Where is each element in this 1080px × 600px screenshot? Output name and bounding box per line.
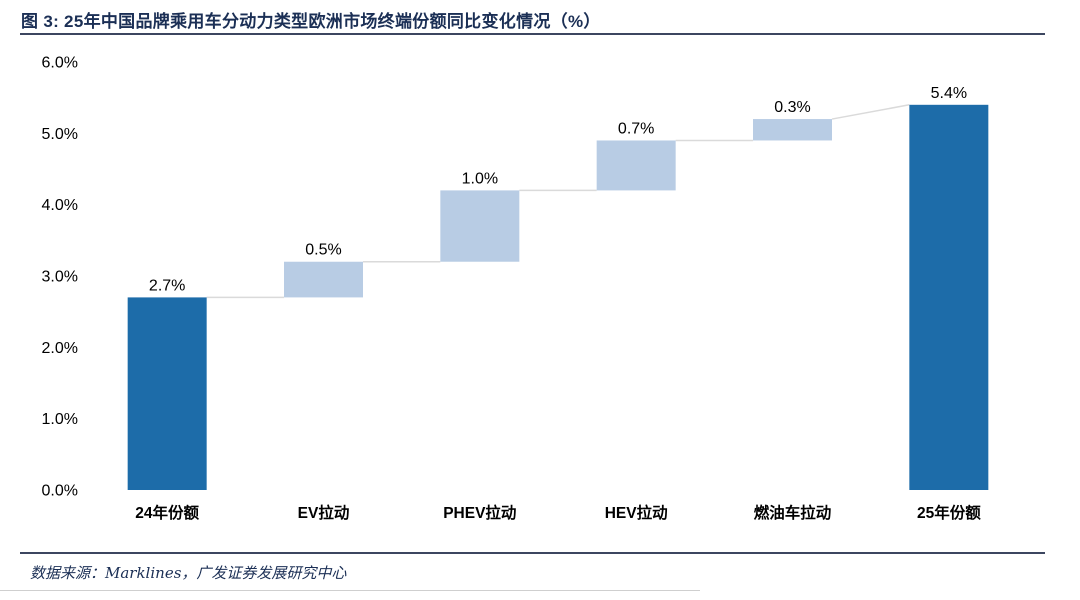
waterfall-bar-24年份额 bbox=[127, 297, 207, 490]
waterfall-chart: 6.0% 5.0% 4.0% 3.0% 2.0% 1.0% 0.0% 2.7% 24年份额 0.5… bbox=[42, 55, 989, 522]
bar-value-label: 2.7% bbox=[149, 277, 185, 294]
chart-title: 图 3: 25年中国品牌乘用车分动力类型欧洲市场终端份额同比变化情况（%） bbox=[21, 12, 601, 31]
waterfall-bar-燃油车拉动 bbox=[753, 119, 832, 141]
waterfall-bar-25年份额 bbox=[909, 104, 989, 491]
bar-value-label: 0.5% bbox=[305, 242, 341, 259]
bar-value-label: 5.4% bbox=[931, 85, 967, 102]
source-divider bbox=[20, 552, 1045, 554]
data-source-text: 数据来源：Marklines，广发证券发展研究中心 bbox=[30, 564, 347, 582]
title-divider bbox=[20, 33, 1045, 35]
x-axis-category-label: PHEV拉动 bbox=[443, 503, 516, 522]
x-axis-category-label: 25年份额 bbox=[917, 503, 981, 522]
x-axis-category-label: 燃油车拉动 bbox=[754, 503, 832, 522]
y-axis-tick-label: 2.0% bbox=[42, 340, 78, 357]
bar-value-label: 0.3% bbox=[774, 99, 810, 116]
bar-value-label: 1.0% bbox=[462, 170, 498, 187]
y-axis-tick-label: 1.0% bbox=[42, 411, 78, 428]
y-axis-tick-label: 3.0% bbox=[42, 269, 78, 286]
y-axis-tick-label: 0.0% bbox=[42, 483, 78, 500]
y-axis-tick-label: 5.0% bbox=[42, 126, 78, 143]
waterfall-bar-HEV拉动 bbox=[596, 140, 676, 191]
x-axis-category-label: 24年份额 bbox=[135, 503, 199, 522]
x-axis-category-label: EV拉动 bbox=[298, 503, 350, 522]
waterfall-bar-EV拉动 bbox=[284, 261, 363, 298]
y-axis-tick-label: 6.0% bbox=[42, 55, 78, 72]
waterfall-connector-line bbox=[831, 104, 910, 120]
waterfall-bar-PHEV拉动 bbox=[440, 190, 520, 262]
page-bottom-line bbox=[0, 590, 700, 591]
x-axis-category-label: HEV拉动 bbox=[605, 503, 668, 522]
bar-value-label: 0.7% bbox=[618, 120, 654, 137]
y-axis-tick-label: 4.0% bbox=[42, 197, 78, 214]
